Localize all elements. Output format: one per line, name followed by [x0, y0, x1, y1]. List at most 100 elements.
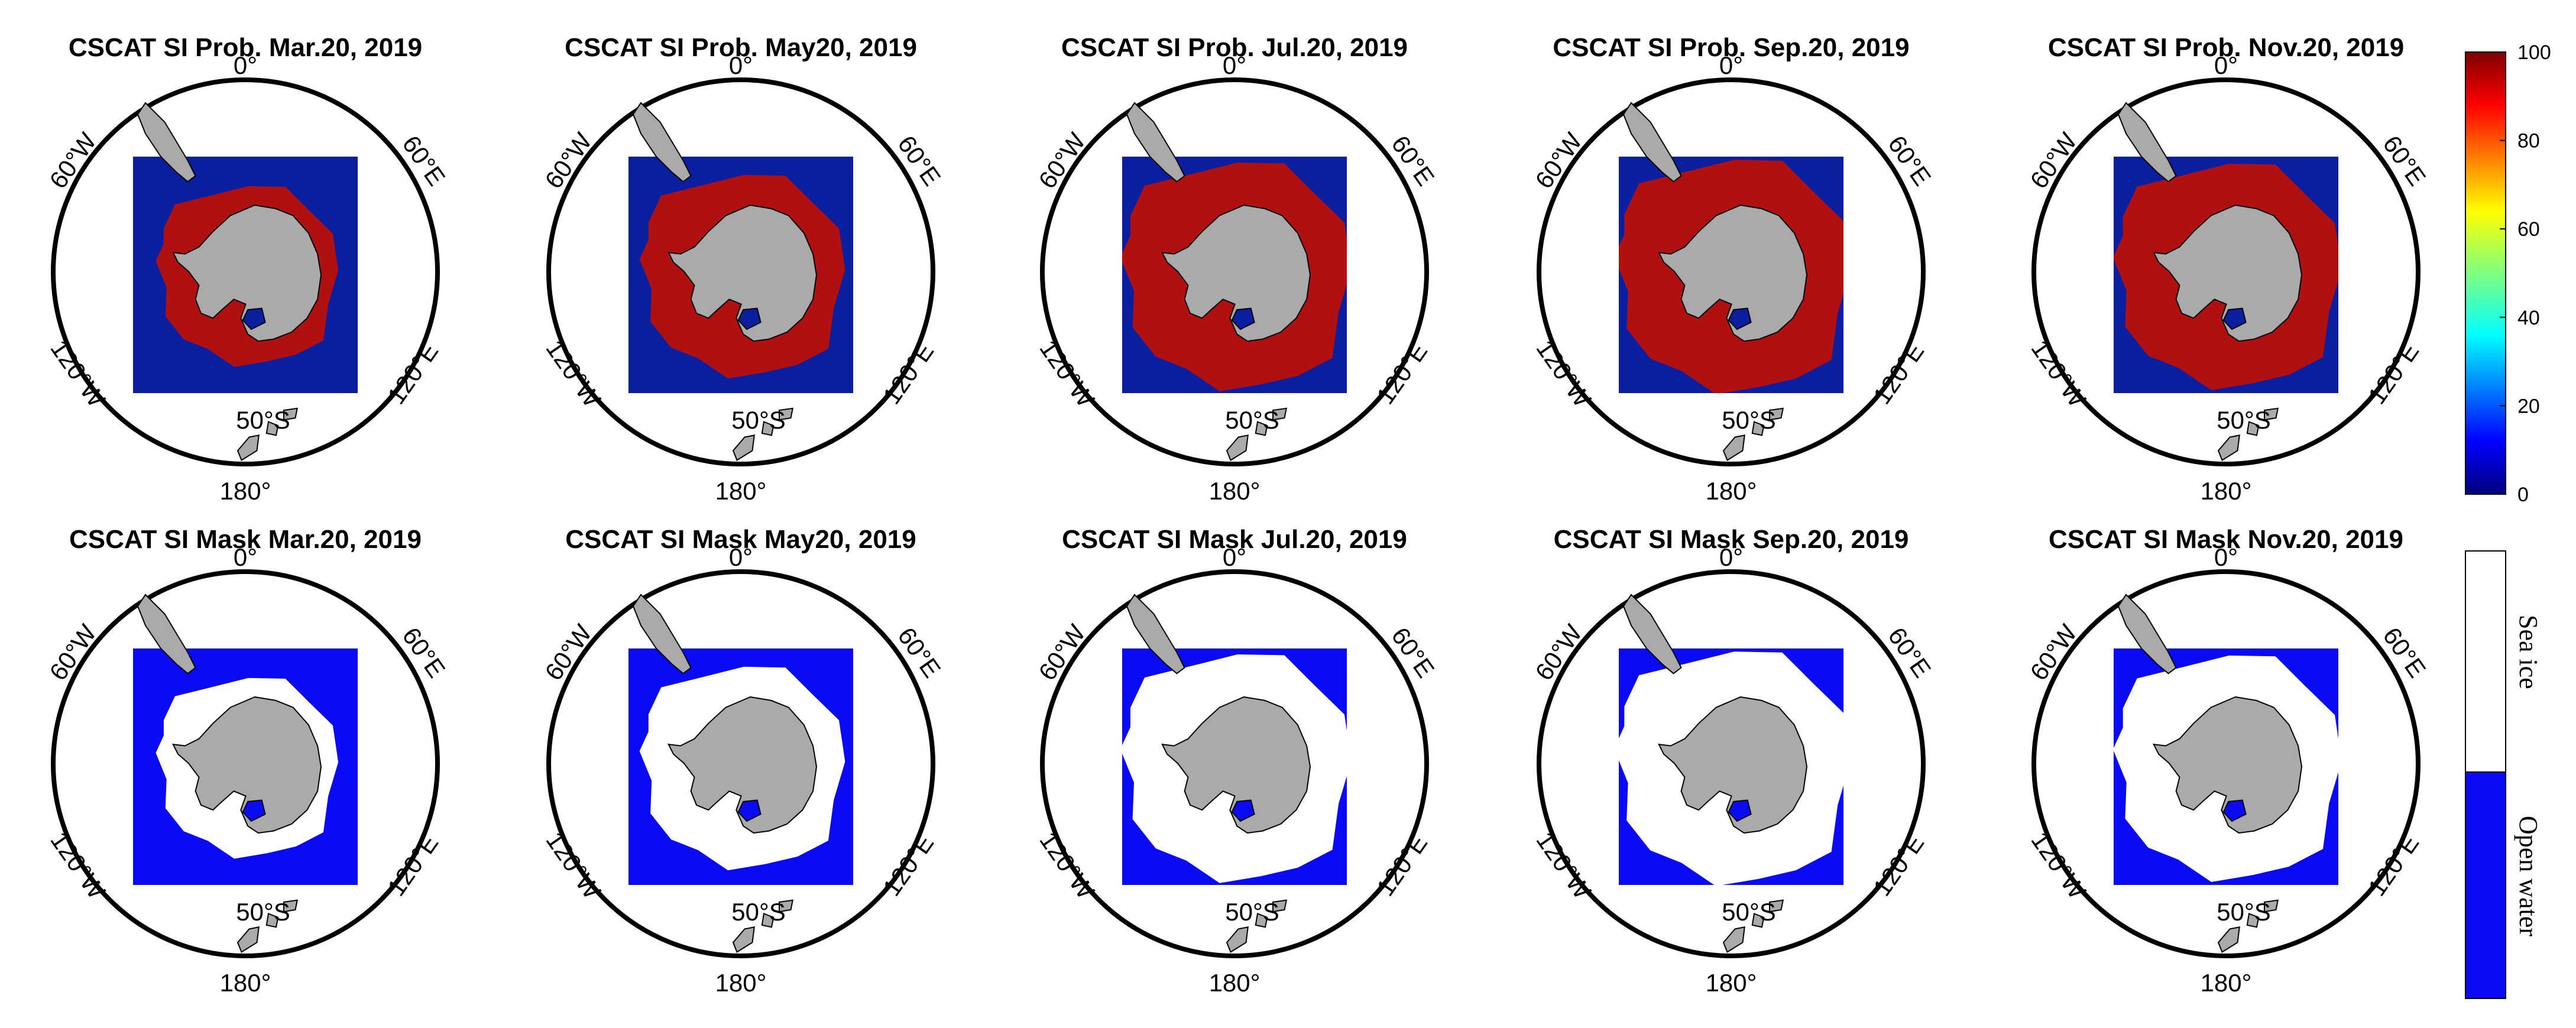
colorbar-tick-label: 60: [2517, 218, 2540, 241]
new-zealand-land: [1226, 926, 1249, 953]
meridian-60e-label: 60°E: [1882, 622, 1936, 683]
panel-title: CSCAT SI Mask Jul.20, 2019: [1062, 525, 1407, 554]
meridian-60w-label: 60°W: [1530, 620, 1587, 686]
tasmania-land: [2264, 899, 2279, 913]
probability-colorbar: 0 20 40 60 80 100: [2465, 41, 2551, 506]
meridian-120e-label: 120°E: [382, 338, 443, 409]
map-boundary-circle: [1040, 77, 1429, 466]
latitude-50s-label: 50°S: [236, 898, 290, 926]
colorbar-sea-ice-swatch: [2465, 550, 2506, 773]
meridian-120w-label: 120°W: [1034, 826, 1100, 904]
antarctica-landmass: [2153, 204, 2303, 342]
new-zealand-land: [265, 421, 279, 436]
south-america-land: [137, 102, 196, 183]
latitude-50s-label: 50°S: [731, 898, 786, 926]
meridian-0-label: 0°: [1223, 51, 1246, 79]
panel-title: CSCAT SI Mask Sep.20, 2019: [1554, 525, 1909, 554]
tasmania-land: [1272, 899, 1288, 913]
new-zealand-land: [2217, 926, 2240, 953]
meridian-120e-label: 120°E: [1371, 338, 1433, 409]
colorbar-open-water-swatch: [2465, 771, 2506, 999]
meridian-60e-label: 60°E: [2377, 622, 2431, 683]
map-boundary-circle: [1537, 77, 1926, 466]
meridian-120w-label: 120°W: [1531, 826, 1596, 904]
meridian-60e-label: 60°E: [892, 622, 946, 683]
colorbar-tick-label: 20: [2517, 395, 2540, 417]
colorbar-label-open-water: Open water: [2514, 816, 2543, 936]
new-zealand-land: [1722, 926, 1745, 953]
ross-sea: [1728, 799, 1752, 822]
meridian-180-label: 180°: [2201, 477, 2252, 505]
meridian-0-label: 0°: [2214, 51, 2238, 79]
meridian-180-label: 180°: [1209, 969, 1261, 997]
latitude-50s-label: 50°S: [1722, 406, 1776, 434]
meridian-120e-label: 120°E: [1868, 829, 1929, 901]
ross-sea: [2222, 307, 2247, 330]
map-boundary-circle: [1040, 569, 1429, 958]
map-panels: CSCAT SI Prob. Mar.20, 2019 0° 180° 60°W 60°…: [44, 33, 2431, 997]
new-zealand-land: [2246, 913, 2260, 928]
meridian-60e-label: 60°E: [397, 622, 451, 683]
ross-sea: [1231, 799, 1255, 822]
new-zealand-land: [2217, 434, 2240, 461]
meridian-60w-label: 60°W: [2024, 620, 2082, 686]
meridian-0-label: 0°: [1719, 543, 1743, 571]
panel-title: CSCAT SI Prob. Sep.20, 2019: [1553, 33, 1909, 62]
panel-title: CSCAT SI Prob. Mar.20, 2019: [69, 33, 422, 62]
meridian-180-label: 180°: [1706, 969, 1757, 997]
meridian-180-label: 180°: [220, 477, 271, 505]
new-zealand-land: [236, 926, 260, 953]
new-zealand-land: [1751, 421, 1765, 436]
meridian-120w-label: 120°W: [1034, 335, 1100, 412]
meridian-180-label: 180°: [1209, 477, 1261, 505]
latitude-50s-label: 50°S: [2217, 406, 2271, 434]
south-america-land: [632, 594, 692, 674]
meridian-0-label: 0°: [729, 51, 753, 79]
map-boundary-circle: [51, 569, 440, 958]
meridian-0-label: 0°: [1223, 543, 1246, 571]
meridian-0-label: 0°: [729, 543, 753, 571]
new-zealand-land: [732, 434, 755, 461]
meridian-120e-label: 120°E: [2363, 338, 2424, 409]
new-zealand-land: [2246, 421, 2260, 436]
panel-title: CSCAT SI Mask May20, 2019: [565, 525, 916, 554]
meridian-60w-label: 60°W: [539, 128, 597, 194]
meridian-0-label: 0°: [2214, 543, 2238, 571]
meridian-60e-label: 60°E: [1386, 622, 1440, 683]
colorbar-ticks: 0 20 40 60 80 100: [2500, 41, 2551, 506]
colorbar-tick-label: 0: [2517, 484, 2529, 506]
antarctica-landmass: [1658, 696, 1808, 834]
meridian-120w-label: 120°W: [45, 335, 111, 412]
latitude-50s-label: 50°S: [1225, 406, 1279, 434]
meridian-60e-label: 60°E: [2377, 131, 2431, 191]
meridian-120w-label: 120°W: [45, 826, 111, 904]
new-zealand-land: [1751, 913, 1765, 928]
antarctica-landmass: [668, 204, 818, 342]
meridian-120e-label: 120°E: [2363, 829, 2424, 901]
south-america-land: [632, 102, 692, 183]
antarctica-landmass: [172, 204, 322, 342]
south-america-land: [2117, 594, 2177, 674]
map-boundary-circle: [546, 569, 935, 958]
latitude-50s-label: 50°S: [236, 406, 290, 434]
meridian-60w-label: 60°W: [44, 620, 102, 686]
ross-sea: [242, 307, 266, 330]
latitude-50s-label: 50°S: [731, 406, 786, 434]
tasmania-land: [779, 899, 794, 913]
tasmania-land: [1272, 407, 1288, 421]
meridian-60w-label: 60°W: [1033, 620, 1091, 686]
tasmania-land: [2264, 407, 2279, 421]
meridian-120e-label: 120°E: [877, 338, 939, 409]
map-boundary-circle: [2031, 77, 2421, 466]
ross-sea: [737, 799, 762, 822]
colorbar-tick-label: 40: [2517, 307, 2540, 329]
tasmania-land: [1769, 899, 1784, 913]
meridian-120w-label: 120°W: [2026, 335, 2091, 412]
